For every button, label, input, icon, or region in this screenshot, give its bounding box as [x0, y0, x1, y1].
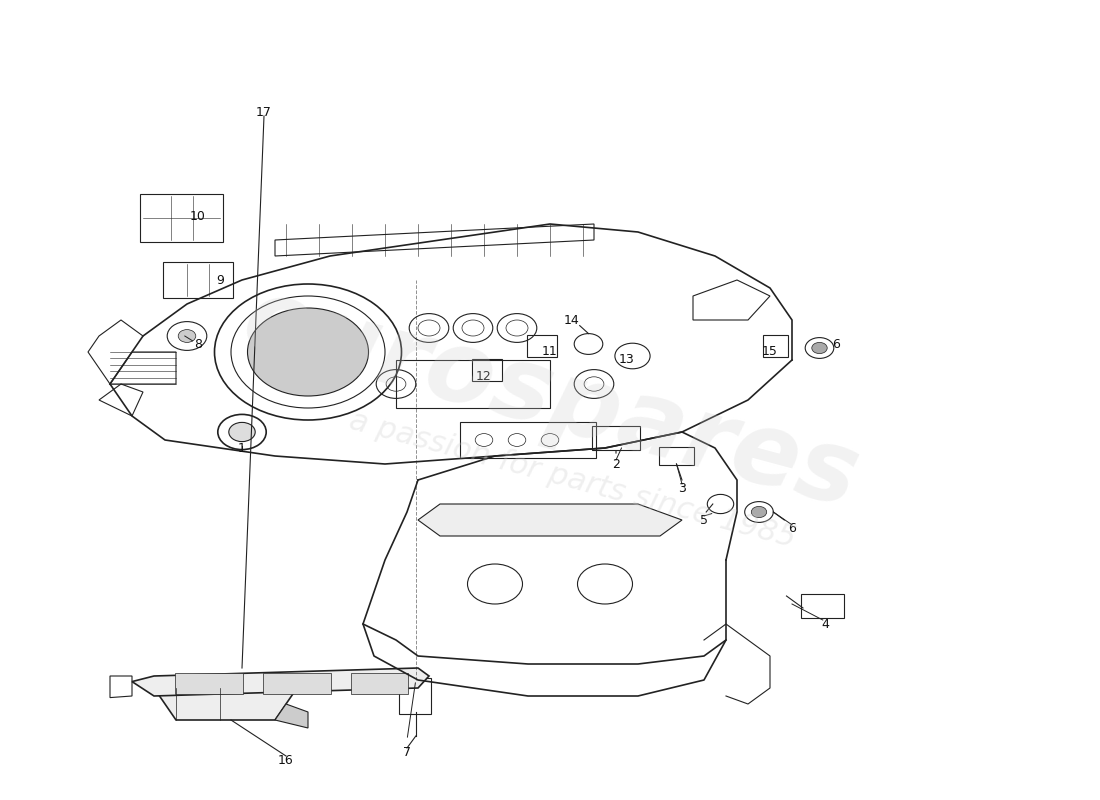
Text: 17: 17 — [256, 106, 272, 118]
Polygon shape — [275, 704, 308, 728]
Text: 4: 4 — [821, 618, 829, 630]
Text: 10: 10 — [190, 210, 206, 222]
Text: 6: 6 — [832, 338, 840, 350]
FancyBboxPatch shape — [263, 673, 331, 694]
Polygon shape — [154, 688, 297, 720]
Circle shape — [229, 422, 255, 442]
Text: 2: 2 — [612, 458, 620, 470]
Text: 16: 16 — [278, 754, 294, 766]
FancyBboxPatch shape — [351, 673, 408, 694]
Text: 14: 14 — [564, 314, 580, 326]
FancyBboxPatch shape — [175, 673, 243, 694]
Text: a passion for parts since 1985: a passion for parts since 1985 — [345, 406, 799, 554]
Polygon shape — [132, 668, 429, 696]
Text: 9: 9 — [216, 274, 224, 286]
Circle shape — [248, 308, 368, 396]
Circle shape — [751, 506, 767, 518]
Text: 6: 6 — [788, 522, 796, 534]
Text: 13: 13 — [619, 354, 635, 366]
Text: eurospares: eurospares — [232, 271, 868, 529]
Text: 12: 12 — [476, 370, 492, 382]
Circle shape — [812, 342, 827, 354]
Text: 1: 1 — [238, 442, 246, 454]
Text: 15: 15 — [762, 346, 778, 358]
Text: 7: 7 — [403, 746, 411, 758]
Text: 8: 8 — [194, 338, 202, 350]
Circle shape — [178, 330, 196, 342]
Text: 5: 5 — [700, 514, 708, 526]
Text: 3: 3 — [678, 482, 686, 494]
Text: 11: 11 — [542, 346, 558, 358]
Polygon shape — [418, 504, 682, 536]
